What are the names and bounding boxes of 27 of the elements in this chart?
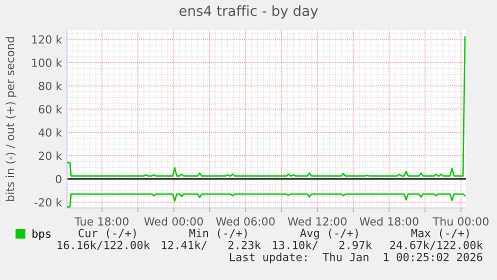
text: Cur (-/+) xyxy=(78,228,136,239)
legend-label: bps xyxy=(32,229,51,240)
x-tick-label: Wed 00:00 xyxy=(144,217,203,226)
text: 13.10k/ 2.97k xyxy=(272,240,372,250)
y-tick-label: 0 xyxy=(56,174,62,184)
y-tick-label: 60 k xyxy=(38,104,62,114)
text: 12.41k/ 2.23k xyxy=(162,240,261,250)
chart-title: ens4 traffic - by day xyxy=(179,5,318,19)
x-tick-label: Tue 18:00 xyxy=(74,217,128,226)
y-tick-label: 120 k xyxy=(32,35,62,44)
y-tick-label: 40 k xyxy=(38,128,62,137)
x-tick-label: Wed 06:00 xyxy=(216,217,275,226)
y-tick-label: 20 k xyxy=(38,151,62,160)
y-tick-label: 80 k xyxy=(38,82,62,90)
x-tick-label: Wed 12:00 xyxy=(288,217,347,226)
x-tick-label: Wed 18:00 xyxy=(360,217,418,226)
y-tick-label: 100 k xyxy=(32,58,62,67)
y-tick-label: -20 k xyxy=(34,198,62,207)
text: Max (-/+) xyxy=(411,228,469,239)
y-axis-title: bits in (-) / out (+) per second xyxy=(6,37,16,201)
text: 16.16k/122.00k xyxy=(58,240,150,250)
x-tick-label: Thu 00:00 xyxy=(432,217,488,226)
text: Avg (-/+) xyxy=(300,228,358,240)
text: Last update: Thu Jan 1 00:25:02 2026 xyxy=(230,252,482,264)
text: 24.67k/122.00k xyxy=(390,240,483,250)
line-series xyxy=(67,36,466,177)
text: Min (-/+) xyxy=(189,228,247,239)
